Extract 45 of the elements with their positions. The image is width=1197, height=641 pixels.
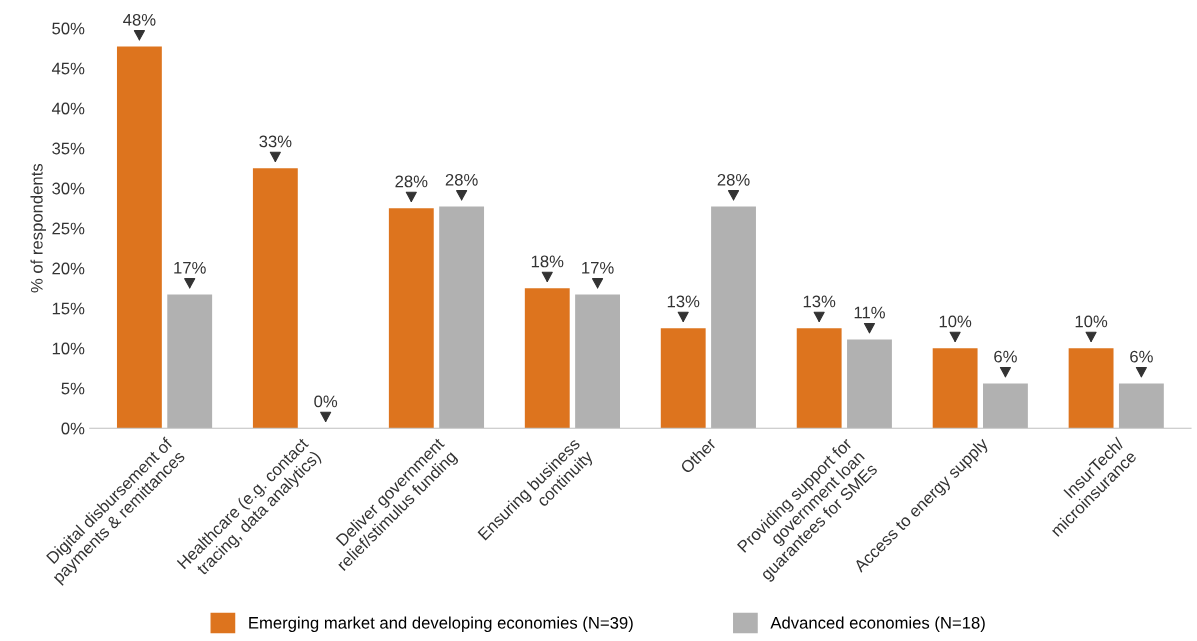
data-label: 17% — [582, 261, 614, 274]
legend-label: Advanced economies (N=18) — [770, 616, 985, 633]
bar — [524, 288, 570, 429]
bar — [711, 206, 756, 429]
data-label: 6% — [994, 350, 1017, 363]
bar — [1068, 348, 1114, 429]
data-label: 13% — [803, 295, 836, 308]
bar — [167, 294, 213, 429]
data-label: 33% — [259, 135, 292, 148]
data-label: 28% — [445, 173, 478, 186]
data-label: 11% — [854, 306, 885, 319]
bar — [439, 206, 485, 429]
y-tick-label: 30% — [52, 182, 85, 195]
bar — [388, 208, 434, 429]
bar — [847, 339, 892, 429]
y-tick-label: 50% — [52, 22, 85, 35]
bar — [660, 328, 706, 429]
bar — [932, 348, 978, 429]
y-tick-label: 5% — [61, 382, 85, 395]
y-tick-label: 15% — [52, 302, 85, 315]
data-label: 13% — [667, 295, 700, 308]
bar — [796, 328, 842, 429]
y-tick-label: 20% — [52, 262, 85, 275]
data-label: 6% — [1130, 350, 1153, 363]
data-label: 17% — [174, 261, 206, 274]
data-label: 10% — [1075, 315, 1108, 328]
y-tick-label: 40% — [51, 102, 85, 115]
bar — [1118, 383, 1164, 429]
bar — [252, 168, 298, 429]
bar — [116, 46, 162, 429]
y-tick-label: 0% — [61, 422, 85, 435]
data-label: 18% — [531, 255, 564, 268]
data-label: 28% — [717, 173, 750, 186]
y-tick-label: 45% — [51, 62, 85, 75]
y-axis-title: % of respondents — [30, 163, 46, 293]
y-tick-label: 10% — [52, 342, 85, 355]
y-tick-label: 25% — [52, 222, 85, 235]
bar — [575, 294, 620, 429]
data-label: 10% — [939, 315, 972, 328]
data-label: 0% — [314, 395, 338, 408]
legend-label: Emerging market and developing economies (N=39) — [249, 616, 633, 633]
data-label: 28% — [395, 175, 428, 188]
y-tick-label: 35% — [52, 142, 85, 155]
data-label: 48% — [123, 13, 156, 26]
bar — [983, 383, 1028, 429]
